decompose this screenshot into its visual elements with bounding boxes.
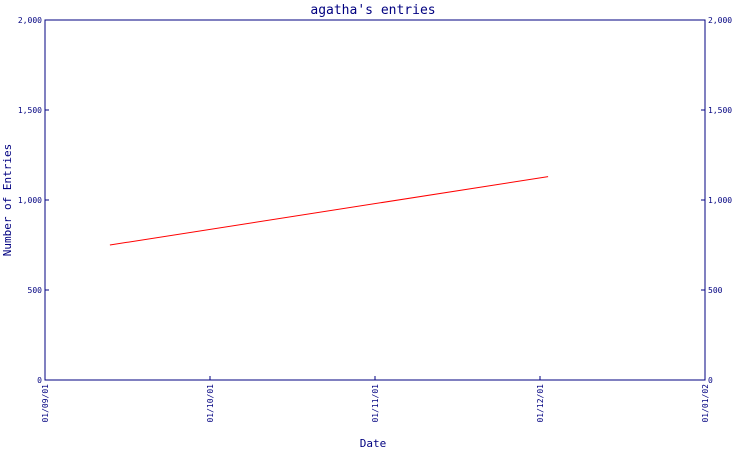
x-axis-label: Date [360,437,387,450]
y-tick-label-right: 0 [708,376,713,385]
series-line [109,176,549,246]
y-tick-label-right: 1,500 [708,106,732,115]
y-tick-label-left: 1,000 [18,196,42,205]
x-axis: 01/09/01 01/10/01 01/11/01 01/12/01 01/01/02 [41,376,710,423]
x-tick-label: 01/12/01 [536,384,545,423]
y-axis-right: 0 500 1,000 1,500 2,000 [701,16,732,385]
y-tick-label-right: 1,000 [708,196,732,205]
series-layer [109,176,549,246]
y-axis-label: Number of Entries [1,144,14,257]
x-tick-label: 01/10/01 [206,384,215,423]
chart-title: agatha's entries [310,3,435,18]
y-tick-label-right: 500 [708,286,723,295]
plot-frame [44,19,706,381]
y-tick-label-left: 1,500 [18,106,42,115]
y-tick-label-left: 500 [28,286,43,295]
y-tick-label-right: 2,000 [708,16,732,25]
y-axis-left: 0 500 1,000 1,500 2,000 [18,16,49,385]
x-tick-label: 01/09/01 [41,384,50,423]
y-tick-label-left: 2,000 [18,16,42,25]
x-tick-label: 01/11/01 [371,384,380,423]
y-tick-label-left: 0 [37,376,42,385]
x-tick-label: 01/01/02 [701,384,710,423]
